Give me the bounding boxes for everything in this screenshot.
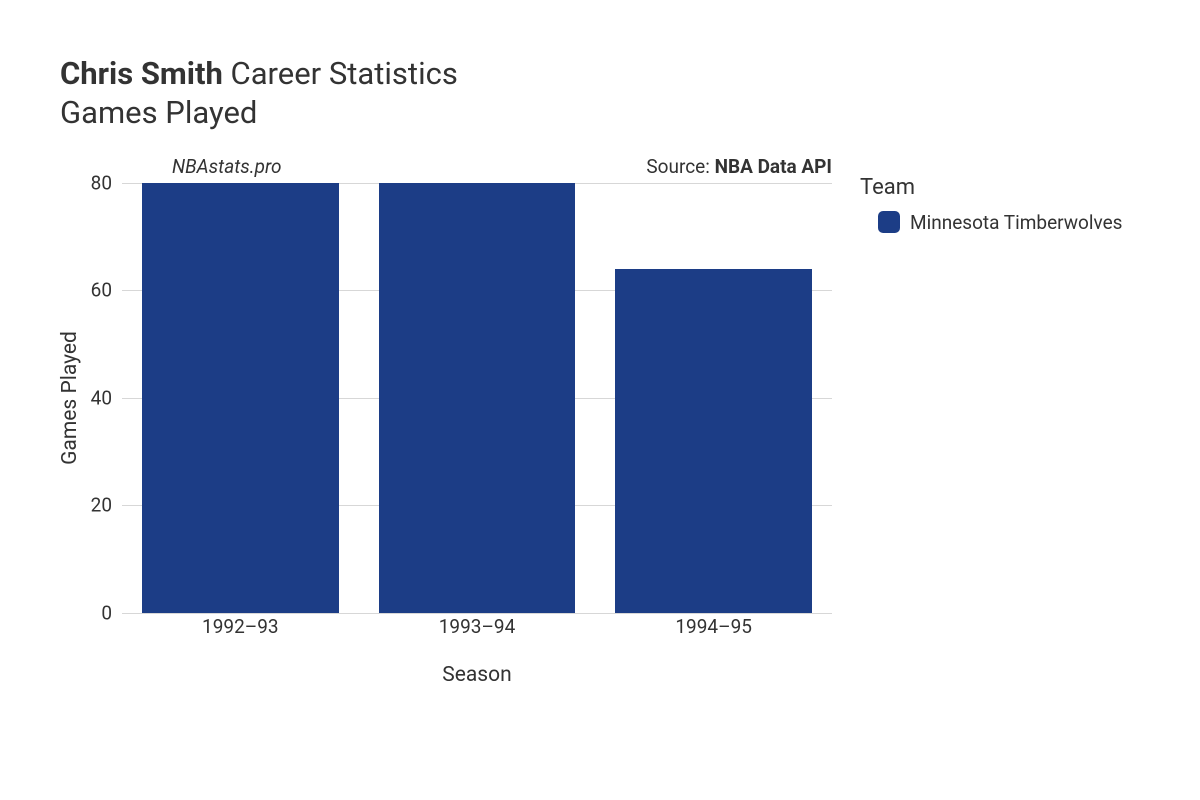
bar (615, 269, 811, 613)
y-tick-label: 20 (72, 494, 112, 517)
source-prefix: Source: (646, 155, 714, 178)
x-tick-label: 1993–94 (439, 615, 516, 638)
source-attribution: Source: NBA Data API (646, 155, 832, 178)
plot-region (122, 183, 832, 613)
title-suffix: Career Statistics (223, 55, 458, 92)
gridline (122, 613, 832, 614)
bar (142, 183, 338, 613)
y-tick-label: 60 (72, 279, 112, 302)
y-tick-label: 80 (72, 171, 112, 194)
x-tick-label: 1994–95 (675, 615, 752, 638)
y-axis-title: Games Played (58, 331, 82, 465)
watermark: NBAstats.pro (172, 155, 282, 178)
x-tick-label: 1992–93 (202, 615, 279, 638)
y-tick-label: 0 (72, 601, 112, 624)
bar (379, 183, 575, 613)
chart-title-line1: Chris Smith Career Statistics (60, 55, 1160, 94)
player-name: Chris Smith (60, 55, 223, 92)
legend-swatch (878, 211, 900, 233)
source-name: NBA Data API (715, 155, 832, 178)
x-axis-title: Season (442, 663, 511, 687)
legend-item: Minnesota Timberwolves (878, 211, 1122, 234)
chart-area: 0204060801992–931993–941994–95Games Play… (60, 153, 1140, 723)
chart-title-line2: Games Played (60, 94, 1160, 133)
legend-label: Minnesota Timberwolves (910, 211, 1122, 234)
legend-title: Team (860, 175, 915, 200)
